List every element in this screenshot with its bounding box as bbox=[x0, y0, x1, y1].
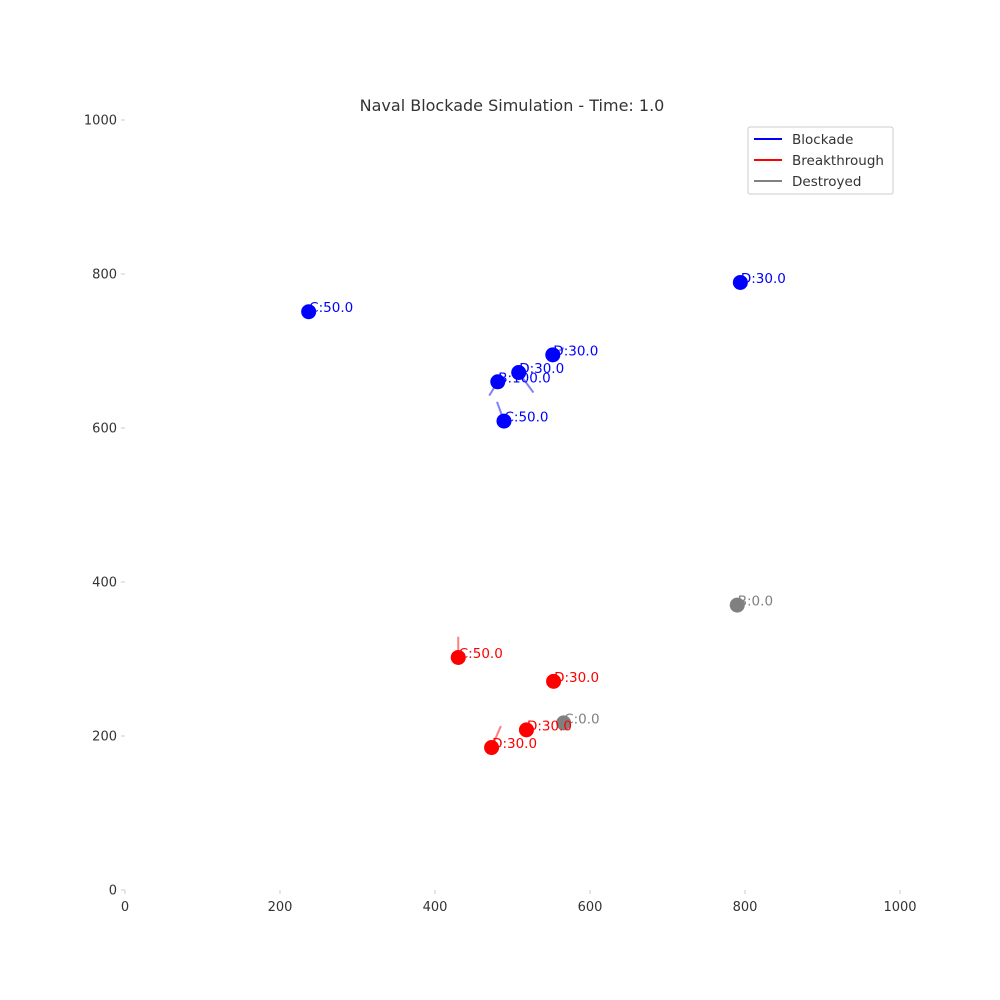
x-tick-label: 0 bbox=[121, 900, 129, 915]
y-tick-label: 800 bbox=[92, 268, 117, 283]
ship-marker bbox=[301, 304, 317, 320]
ship-label: C:50.0 bbox=[504, 410, 548, 426]
ship-headings bbox=[457, 347, 565, 748]
y-tick-label: 0 bbox=[109, 884, 117, 899]
ship-marker bbox=[490, 374, 506, 390]
legend-entry: Breakthrough bbox=[792, 153, 884, 169]
y-tick-label: 200 bbox=[92, 730, 117, 745]
y-tick-label: 400 bbox=[92, 576, 117, 591]
legend-entry: Blockade bbox=[792, 132, 853, 148]
x-tick-label: 1000 bbox=[883, 900, 916, 915]
x-tick-label: 600 bbox=[578, 900, 603, 915]
x-axis: 0 200 400 600 800 1000 bbox=[121, 890, 917, 915]
ship-marker bbox=[556, 715, 572, 731]
legend-box bbox=[747, 126, 894, 195]
ship-marker bbox=[518, 722, 534, 738]
ship-marker bbox=[732, 274, 748, 290]
y-tick-label: 1000 bbox=[84, 114, 117, 129]
legend: Blockade Breakthrough Destroyed bbox=[747, 126, 894, 195]
ship-marker bbox=[450, 649, 466, 665]
ship-label: C:0.0 bbox=[564, 711, 599, 727]
ship-marker bbox=[546, 673, 562, 689]
ship-label: D:30.0 bbox=[527, 718, 572, 734]
ship-marker bbox=[511, 365, 527, 381]
x-tick-label: 200 bbox=[268, 900, 293, 915]
ship-label: D:30.0 bbox=[519, 361, 564, 377]
ship-label: C:50.0 bbox=[309, 300, 353, 316]
ship-markers bbox=[301, 274, 748, 756]
ship-marker bbox=[484, 740, 500, 756]
x-tick-label: 800 bbox=[733, 900, 758, 915]
ship-label: B:0.0 bbox=[738, 594, 773, 610]
ship-label: D:30.0 bbox=[741, 271, 786, 287]
ship-marker bbox=[545, 347, 561, 363]
ship-label: D:30.0 bbox=[554, 670, 599, 686]
y-tick-label: 600 bbox=[92, 422, 117, 437]
ship-label: B:100.0 bbox=[498, 370, 550, 386]
x-tick-label: 400 bbox=[423, 900, 448, 915]
ship-labels: C:50.0D:30.0D:30.0D:30.0B:100.0C:50.0B:0… bbox=[309, 271, 786, 752]
ship-label: D:30.0 bbox=[553, 343, 598, 359]
legend-entry: Destroyed bbox=[792, 174, 861, 190]
ship-label: C:50.0 bbox=[459, 646, 503, 662]
ship-label: D:30.0 bbox=[492, 736, 537, 752]
chart-title: Naval Blockade Simulation - Time: 1.0 bbox=[360, 96, 665, 115]
y-axis: 0 200 400 600 800 1000 bbox=[84, 114, 125, 899]
ship-marker bbox=[496, 413, 512, 429]
ship-marker bbox=[729, 597, 745, 613]
